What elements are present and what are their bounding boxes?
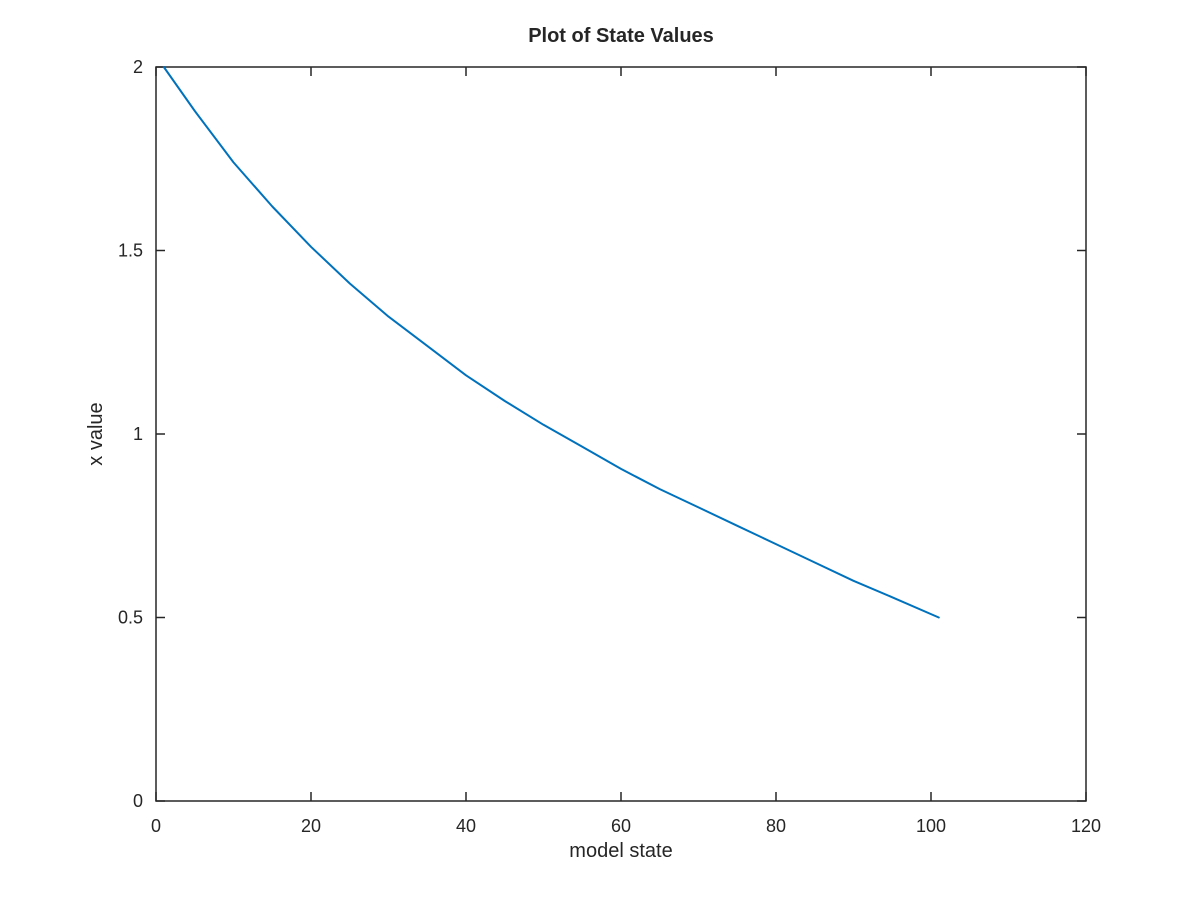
- x-tick-label: 120: [1071, 816, 1101, 836]
- y-axis-tick-labels: 0 0.5 1 1.5 2: [118, 57, 143, 811]
- x-tick-label: 60: [611, 816, 631, 836]
- axis-ticks: [155, 66, 1087, 802]
- series-layer: [162, 66, 940, 619]
- y-tick-label: 0: [133, 791, 143, 811]
- y-tick-label: 2: [133, 57, 143, 77]
- x-axis-tick-labels: 0 20 40 60 80 100 120: [151, 816, 1101, 836]
- y-tick-label: 1.5: [118, 241, 143, 261]
- y-tick-label: 1: [133, 424, 143, 444]
- series-line: [162, 66, 940, 619]
- x-tick-label: 40: [456, 816, 476, 836]
- chart-title: Plot of State Values: [528, 25, 714, 47]
- x-tick-label: 20: [301, 816, 321, 836]
- x-tick-label: 0: [151, 816, 161, 836]
- x-axis-label: model state: [569, 840, 672, 862]
- y-axis-label: x value: [85, 402, 107, 465]
- y-tick-label: 0.5: [118, 608, 143, 628]
- x-tick-label: 80: [766, 816, 786, 836]
- plot-area-frame: [155, 66, 1087, 802]
- x-tick-label: 100: [916, 816, 946, 836]
